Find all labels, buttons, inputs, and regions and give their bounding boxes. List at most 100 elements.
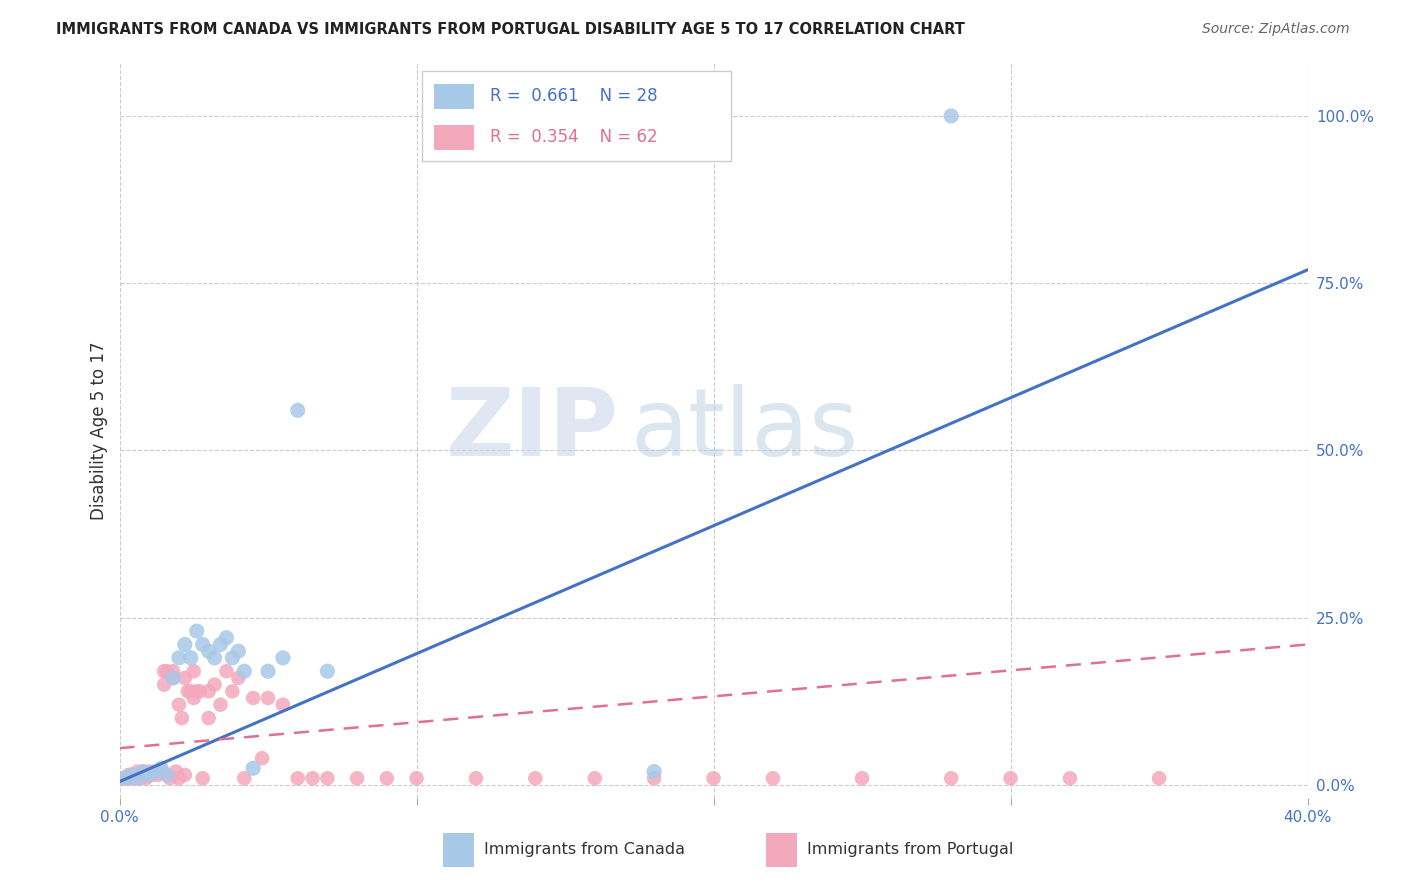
Point bbox=[287, 403, 309, 417]
Point bbox=[257, 690, 280, 705]
Point bbox=[129, 771, 152, 786]
Point bbox=[191, 771, 214, 786]
Point bbox=[221, 651, 243, 665]
Point bbox=[132, 764, 155, 779]
Point bbox=[301, 771, 323, 786]
Point bbox=[173, 768, 195, 782]
Point bbox=[188, 684, 211, 698]
Point bbox=[851, 771, 873, 786]
Point bbox=[257, 664, 280, 679]
Point bbox=[228, 671, 250, 685]
Point bbox=[117, 768, 139, 782]
Point bbox=[180, 651, 202, 665]
Point bbox=[167, 651, 190, 665]
Text: Immigrants from Canada: Immigrants from Canada bbox=[484, 842, 685, 857]
Point bbox=[159, 771, 181, 786]
Point bbox=[183, 690, 205, 705]
FancyBboxPatch shape bbox=[443, 833, 474, 867]
Point bbox=[215, 664, 238, 679]
Point bbox=[197, 711, 219, 725]
Point bbox=[127, 764, 149, 779]
Point bbox=[186, 624, 208, 639]
Point bbox=[762, 771, 785, 786]
Point bbox=[167, 698, 190, 712]
Point bbox=[583, 771, 606, 786]
Point bbox=[150, 761, 173, 775]
Point bbox=[233, 664, 256, 679]
Point bbox=[287, 771, 309, 786]
Point bbox=[1059, 771, 1081, 786]
Point bbox=[215, 631, 238, 645]
Point bbox=[204, 651, 226, 665]
FancyBboxPatch shape bbox=[434, 84, 474, 109]
Point bbox=[127, 771, 149, 786]
Point bbox=[162, 671, 184, 685]
FancyBboxPatch shape bbox=[766, 833, 797, 867]
Point bbox=[162, 671, 184, 685]
Point bbox=[1000, 771, 1022, 786]
Point bbox=[143, 764, 166, 779]
Point bbox=[316, 664, 339, 679]
Point bbox=[1147, 771, 1170, 786]
Point bbox=[143, 764, 166, 779]
Point bbox=[405, 771, 427, 786]
Point bbox=[939, 109, 962, 123]
FancyBboxPatch shape bbox=[422, 71, 731, 161]
Point bbox=[120, 771, 142, 786]
Text: R =  0.354    N = 62: R = 0.354 N = 62 bbox=[489, 128, 658, 146]
Point bbox=[191, 637, 214, 651]
Text: ZIP: ZIP bbox=[446, 384, 619, 476]
Point bbox=[114, 771, 136, 786]
Text: atlas: atlas bbox=[630, 384, 859, 476]
Point bbox=[271, 651, 294, 665]
Point bbox=[162, 664, 184, 679]
Point bbox=[271, 698, 294, 712]
Text: IMMIGRANTS FROM CANADA VS IMMIGRANTS FROM PORTUGAL DISABILITY AGE 5 TO 17 CORREL: IMMIGRANTS FROM CANADA VS IMMIGRANTS FRO… bbox=[56, 22, 965, 37]
Y-axis label: Disability Age 5 to 17: Disability Age 5 to 17 bbox=[90, 341, 108, 520]
Point bbox=[173, 671, 195, 685]
Point bbox=[464, 771, 486, 786]
Point bbox=[146, 768, 169, 782]
Point bbox=[702, 771, 725, 786]
Point bbox=[221, 684, 243, 698]
Point bbox=[138, 768, 160, 782]
Text: R =  0.661    N = 28: R = 0.661 N = 28 bbox=[489, 87, 658, 105]
Point bbox=[242, 690, 264, 705]
Point bbox=[153, 664, 176, 679]
Point bbox=[939, 771, 962, 786]
Point bbox=[643, 771, 665, 786]
Point bbox=[209, 698, 232, 712]
Point bbox=[173, 637, 195, 651]
Point bbox=[209, 637, 232, 651]
Point bbox=[150, 764, 173, 779]
Point bbox=[316, 771, 339, 786]
Point bbox=[233, 771, 256, 786]
Point bbox=[141, 768, 163, 782]
Point bbox=[228, 644, 250, 658]
Point bbox=[524, 771, 547, 786]
Point bbox=[242, 761, 264, 775]
Point bbox=[186, 684, 208, 698]
Point bbox=[135, 771, 157, 786]
Point bbox=[183, 664, 205, 679]
Point bbox=[153, 678, 176, 692]
Point bbox=[170, 711, 193, 725]
Point bbox=[124, 771, 146, 786]
Point bbox=[120, 768, 142, 782]
Point bbox=[375, 771, 398, 786]
Point bbox=[346, 771, 368, 786]
Text: Source: ZipAtlas.com: Source: ZipAtlas.com bbox=[1202, 22, 1350, 37]
Point bbox=[177, 684, 200, 698]
Point bbox=[156, 664, 179, 679]
Text: Immigrants from Portugal: Immigrants from Portugal bbox=[807, 842, 1014, 857]
Point bbox=[156, 768, 179, 782]
Point bbox=[132, 764, 155, 779]
Point bbox=[197, 644, 219, 658]
Point bbox=[138, 764, 160, 779]
Point bbox=[167, 771, 190, 786]
Point bbox=[111, 771, 134, 786]
Point bbox=[114, 771, 136, 786]
Point bbox=[204, 678, 226, 692]
Point bbox=[180, 684, 202, 698]
Point bbox=[165, 764, 187, 779]
